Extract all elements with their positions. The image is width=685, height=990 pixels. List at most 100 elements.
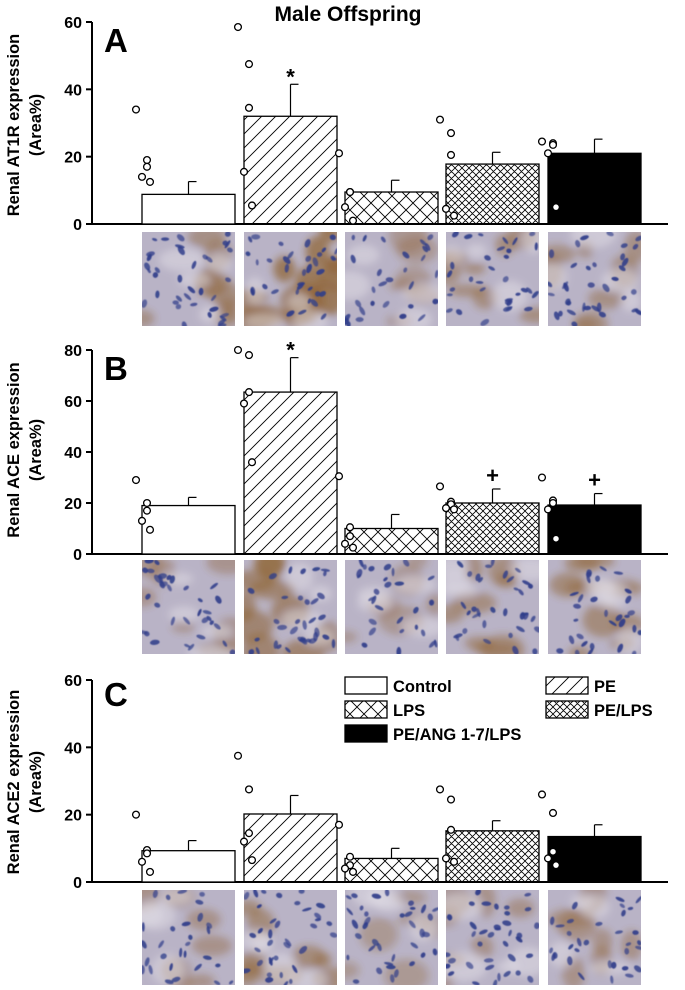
data-point (233, 345, 243, 355)
data-point (145, 525, 155, 534)
data-point (239, 167, 249, 176)
legend-entry: LPS (344, 700, 425, 720)
legend-entry: PE/ANG 1-7/LPS (344, 724, 521, 744)
data-point (131, 105, 141, 114)
data-point (548, 140, 558, 149)
data-point (233, 22, 243, 32)
legend-label: LPS (393, 702, 425, 720)
legend-swatch (344, 676, 388, 695)
data-point (537, 137, 547, 146)
panel-c: C Renal ACE2 expression (Area%) 0 20 40 60 (5, 673, 668, 892)
y-axis-label: Renal ACE2 expression (Area%) (5, 690, 45, 875)
data-point (239, 399, 249, 408)
bar (141, 850, 236, 883)
y-axis-label-line-2: (Area%) (27, 419, 45, 481)
data-point (449, 211, 459, 220)
bar (243, 813, 338, 883)
data-point (131, 810, 141, 819)
legend-swatch (545, 676, 589, 695)
legend-label: Control (393, 678, 452, 696)
significance-marker: + (486, 463, 499, 488)
data-point (142, 498, 152, 508)
y-tick-label: 0 (73, 547, 82, 564)
data-point (137, 172, 147, 181)
data-point (441, 204, 451, 213)
micrograph-image (244, 890, 337, 985)
figure-title: Male Offspring (274, 3, 421, 26)
data-point (244, 785, 254, 794)
y-tick-label: 60 (64, 15, 82, 32)
bar (445, 830, 540, 883)
y-tick-label: 20 (64, 496, 82, 513)
micrograph-image (244, 560, 337, 654)
data-point (142, 506, 152, 515)
data-point (244, 60, 254, 69)
data-point (142, 162, 152, 171)
significance-marker: * (286, 338, 295, 363)
y-axis-label-line-2: (Area%) (27, 751, 45, 813)
data-point (244, 388, 254, 397)
panel-letter: B (104, 350, 128, 387)
data-point (244, 103, 254, 112)
y-axis-label-line-1: Renal ACE expression (5, 362, 23, 537)
data-point (244, 829, 254, 838)
data-point (543, 854, 553, 863)
data-point (548, 808, 558, 818)
y-tick-label: 80 (64, 343, 82, 360)
data-point (247, 856, 257, 865)
bar (547, 835, 642, 883)
data-point (131, 475, 141, 485)
data-point (551, 534, 561, 543)
data-point (334, 149, 344, 158)
bar (445, 163, 540, 225)
data-point (446, 795, 456, 804)
y-axis-label-line-1: Renal AT1R expression (5, 34, 23, 216)
data-point (345, 852, 355, 861)
y-axis-label: Renal AT1R expression (Area%) (5, 34, 45, 216)
micrograph-image (446, 232, 539, 326)
y-tick-label: 0 (73, 217, 82, 234)
plot-area: 0 20 40 60 (64, 673, 668, 892)
legend-label: PE/LPS (594, 702, 653, 720)
bar (243, 391, 338, 555)
data-point (340, 539, 350, 548)
panel-a: A Renal AT1R expression (Area%) 0 20 40 60 * (5, 15, 668, 234)
micrograph-image (548, 560, 641, 654)
legend-label: PE (594, 678, 616, 696)
y-tick-label: 20 (64, 150, 82, 167)
micrograph-image (548, 890, 641, 985)
legend-swatch (545, 700, 589, 719)
data-point (239, 837, 249, 846)
data-point (348, 543, 358, 552)
data-point (233, 751, 243, 760)
data-point (537, 473, 547, 482)
micrograph-image (446, 560, 539, 654)
y-tick-label: 60 (64, 394, 82, 411)
data-point (137, 857, 147, 866)
bar (344, 527, 439, 555)
legend-swatch (344, 724, 388, 743)
data-point (441, 504, 451, 513)
y-tick-label: 20 (64, 808, 82, 825)
plot-area: 0 20 40 60 * (64, 15, 668, 234)
data-point (247, 201, 257, 210)
data-point (449, 857, 459, 866)
bar (547, 152, 642, 225)
data-point (449, 505, 459, 514)
legend-entry: PE/LPS (545, 700, 653, 720)
bar (344, 191, 439, 225)
micrograph-image (142, 232, 235, 326)
data-point (247, 458, 257, 467)
data-point (334, 472, 344, 481)
bar (243, 115, 338, 225)
data-point (537, 790, 547, 799)
data-point (348, 867, 358, 876)
y-axis-label: Renal ACE expression (Area%) (5, 362, 45, 537)
bar (141, 504, 236, 555)
legend-label: PE/ANG 1-7/LPS (393, 726, 521, 744)
data-point (548, 847, 558, 856)
data-point (142, 849, 152, 858)
data-point (441, 854, 451, 863)
data-point (446, 129, 456, 138)
